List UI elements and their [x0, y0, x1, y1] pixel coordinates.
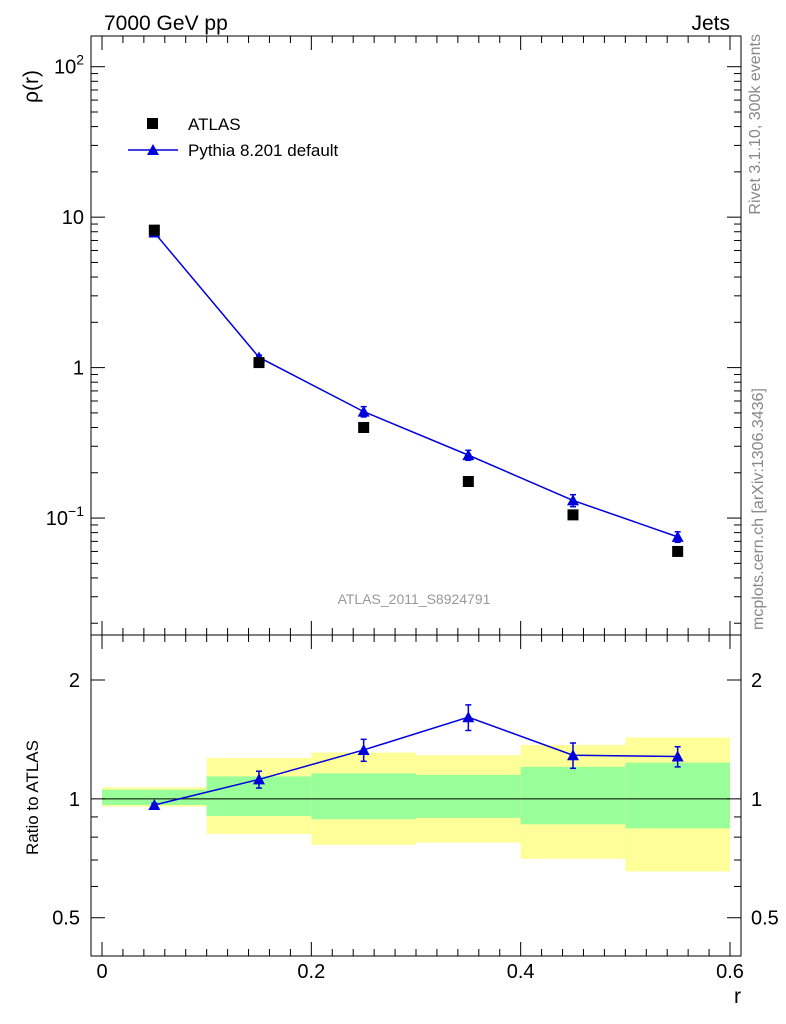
- ratio-ytick-label: 0.5: [52, 908, 80, 930]
- pythia-point: [357, 405, 370, 417]
- atlas-point: [148, 224, 160, 236]
- ratio-data-layer: [148, 704, 684, 810]
- ratio-pythia-line: [154, 716, 678, 806]
- ratio-ytick-label-right: 2: [751, 670, 762, 692]
- ratio-band-inner: [625, 762, 730, 829]
- ratio-band-inner: [311, 773, 416, 820]
- mcplots-credit: mcplots.cern.ch [arXiv:1306.3436]: [750, 388, 767, 630]
- ratio-ytick-label-right: 0.5: [751, 908, 779, 930]
- ratio-band-inner: [520, 766, 626, 825]
- ratio-pythia-point: [567, 749, 579, 761]
- ratio-ytick-label: 1: [69, 789, 80, 811]
- ratio-band-inner: [102, 789, 207, 805]
- header-left-title: 7000 GeV pp: [104, 12, 228, 35]
- ratio-axis-ticks: 0.5 0.5 1 1 2 2 0 0.2 0.4 0.6: [52, 635, 779, 983]
- analysis-label: ATLAS_2011_S8924791: [338, 591, 491, 607]
- ratio-xtick-label: 0: [96, 961, 107, 983]
- ratio-pythia-point: [671, 750, 684, 762]
- main-axis-ticks: 102 10 1 10−1: [46, 36, 741, 635]
- legend-atlas-marker: [147, 118, 158, 129]
- main-ytick-label: 10: [62, 207, 84, 229]
- pythia-point: [567, 494, 579, 506]
- main-ytick-label: 102: [54, 52, 84, 79]
- pythia-point: [462, 449, 475, 461]
- ratio-xtick-label: 0.6: [716, 961, 744, 983]
- ratio-pythia-point: [148, 798, 161, 810]
- ratio-ytick-label-right: 1: [751, 789, 762, 811]
- atlas-point: [462, 475, 474, 487]
- ratio-pythia-point: [462, 711, 475, 723]
- ratio-xtick-label: 0.4: [507, 961, 535, 983]
- ratio-ytick-label: 2: [69, 670, 80, 692]
- pythia-line: [153, 232, 678, 538]
- rivet-credit: Rivet 3.1.10, 300k events: [747, 34, 764, 215]
- main-data-layer: [148, 224, 684, 557]
- main-ytick-label: 1: [73, 358, 84, 380]
- atlas-point: [567, 509, 579, 521]
- ratio-ylabel: Ratio to ATLAS: [23, 740, 42, 855]
- atlas-point: [253, 357, 265, 369]
- atlas-point: [672, 545, 684, 557]
- ratio-pythia-point: [253, 773, 265, 785]
- pythia-point: [671, 530, 684, 542]
- legend-pythia-marker: [147, 144, 159, 155]
- main-ylabel: ρ(r): [20, 70, 43, 103]
- legend-atlas-label: ATLAS: [188, 115, 241, 134]
- header-right-title: Jets: [691, 12, 730, 35]
- x-axis-label: r: [734, 985, 741, 1008]
- main-ytick-label: 10−1: [46, 503, 84, 530]
- ratio-uncertainty-bands: [102, 737, 730, 872]
- ratio-xtick-label: 0.2: [297, 961, 325, 983]
- legend: ATLAS Pythia 8.201 default: [128, 115, 339, 160]
- ratio-pythia-point: [357, 743, 370, 755]
- legend-pythia-label: Pythia 8.201 default: [188, 141, 339, 160]
- ratio-band-inner: [416, 774, 521, 818]
- atlas-point: [358, 421, 370, 433]
